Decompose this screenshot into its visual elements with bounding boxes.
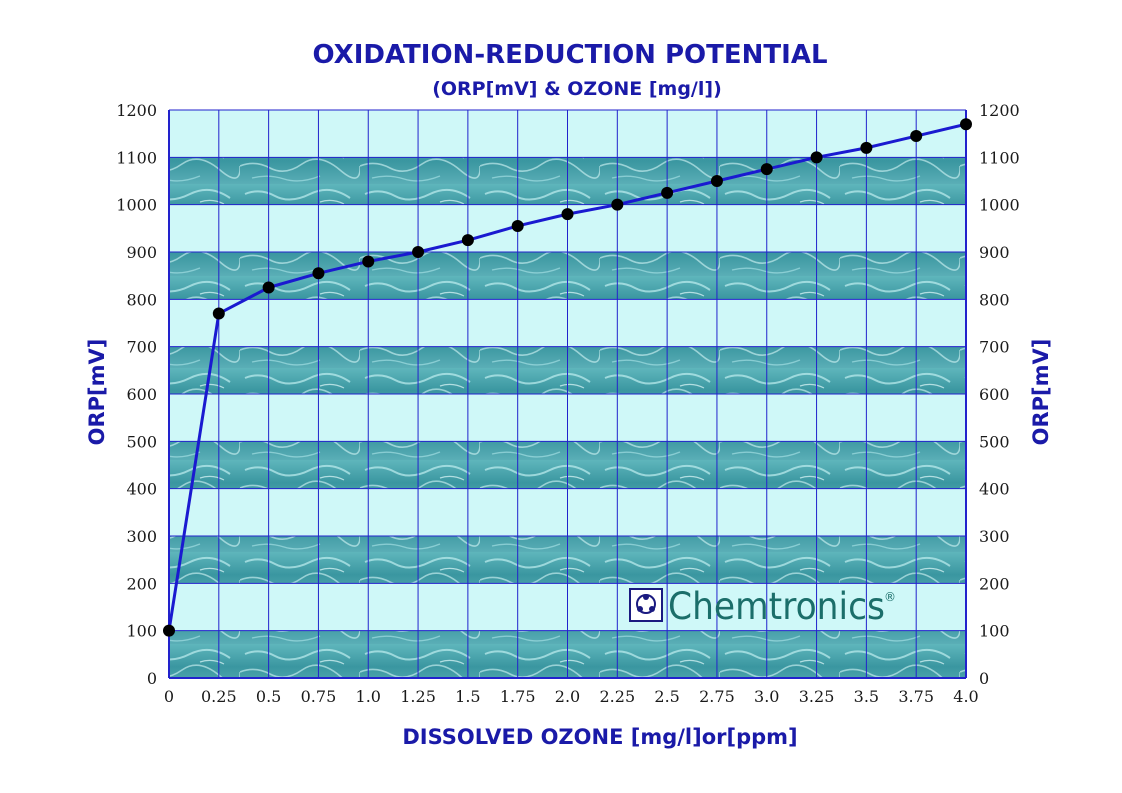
data-point <box>960 118 972 131</box>
y-tick-label-left: 0 <box>147 669 157 688</box>
y-tick-label-right: 1100 <box>979 148 1020 167</box>
logo-mark-icon <box>629 588 663 622</box>
data-point <box>163 624 175 637</box>
y-tick-label-right: 900 <box>979 243 1010 262</box>
y-tick-label-right: 800 <box>979 290 1010 309</box>
y-tick-label-right: 400 <box>979 480 1010 499</box>
data-point <box>910 130 923 143</box>
y-tick-label-right: 500 <box>979 432 1010 451</box>
y-axis-label-right: ORP[mV] <box>1029 339 1053 446</box>
data-point <box>262 281 275 294</box>
x-tick-label: 2.5 <box>654 687 679 706</box>
logo-text: Chemtronics <box>668 585 885 628</box>
x-tick-label: 0 <box>164 687 174 706</box>
y-tick-label-right: 1000 <box>979 196 1020 215</box>
y-tick-label-left: 1100 <box>116 148 157 167</box>
data-point <box>810 151 823 164</box>
series-group <box>163 118 972 637</box>
y-tick-label-left: 400 <box>126 480 157 499</box>
logo-registered-mark: ® <box>884 590 896 604</box>
data-point <box>860 141 873 154</box>
x-tick-label: 0.5 <box>256 687 281 706</box>
y-tick-label-right: 600 <box>979 385 1010 404</box>
y-tick-label-left: 1200 <box>116 101 157 120</box>
y-tick-label-left: 700 <box>126 338 157 357</box>
y-axis-label-left: ORP[mV] <box>85 339 109 446</box>
data-point <box>561 208 574 221</box>
y-tick-label-left: 900 <box>126 243 157 262</box>
chart-subtitle: (ORP[mV] & OZONE [mg/l]) <box>432 78 722 100</box>
x-tick-label: 1.5 <box>455 687 480 706</box>
data-point <box>760 163 773 176</box>
x-tick-label: 1.25 <box>400 687 436 706</box>
data-point <box>412 246 425 258</box>
y-tick-label-left: 1000 <box>116 196 157 215</box>
x-tick-label: 2.75 <box>699 687 735 706</box>
y-tick-label-left: 800 <box>126 290 157 309</box>
y-tick-labels-right: 0 100 200 300 400 500 600 700 800 900 1000 1100 1200 <box>979 101 1020 688</box>
x-tick-label: 2.25 <box>600 687 636 706</box>
y-tick-label-right: 200 <box>979 574 1010 593</box>
x-tick-label: 1.75 <box>500 687 536 706</box>
data-point <box>511 219 524 232</box>
data-point <box>461 234 474 247</box>
data-point <box>312 267 325 280</box>
y-tick-label-right: 1200 <box>979 101 1020 120</box>
x-tick-labels: 0 0.25 0.5 0.75 1.0 1.25 1.5 1.75 2.0 2.25 2.5 2.75… <box>164 687 979 706</box>
x-tick-label: 1.0 <box>356 687 381 706</box>
x-tick-label: 3.25 <box>799 687 835 706</box>
x-tick-label: 3.5 <box>854 687 879 706</box>
x-tick-label: 0.75 <box>301 687 337 706</box>
y-tick-label-right: 700 <box>979 338 1010 357</box>
data-point <box>212 307 225 320</box>
data-point <box>611 198 624 211</box>
y-tick-label-right: 0 <box>979 669 989 688</box>
grid-lines <box>168 109 967 679</box>
y-tick-label-right: 300 <box>979 527 1010 546</box>
chemtronics-logo: Chemtronics ® <box>629 585 896 628</box>
x-axis-label: DISSOLVED OZONE [mg/l]or[ppm] <box>402 725 797 749</box>
x-tick-label: 3.0 <box>754 687 779 706</box>
y-tick-label-left: 300 <box>126 527 157 546</box>
chart-title: OXIDATION-REDUCTION POTENTIAL <box>312 40 827 70</box>
y-tick-label-right: 100 <box>979 622 1010 641</box>
y-tick-label-left: 500 <box>126 432 157 451</box>
y-tick-label-left: 200 <box>126 574 157 593</box>
y-tick-labels-left: 0 100 200 300 400 500 600 700 800 900 1000 1100 1200 <box>116 101 157 688</box>
data-point <box>362 255 375 268</box>
x-tick-label: 0.25 <box>201 687 237 706</box>
y-tick-label-left: 100 <box>126 622 157 641</box>
plot-axes <box>168 110 967 679</box>
data-point <box>661 186 674 199</box>
x-tick-label: 4.0 <box>953 687 978 706</box>
y-tick-label-left: 600 <box>126 385 157 404</box>
x-tick-label: 3.75 <box>898 687 934 706</box>
x-tick-label: 2.0 <box>555 687 580 706</box>
data-point <box>710 175 723 187</box>
